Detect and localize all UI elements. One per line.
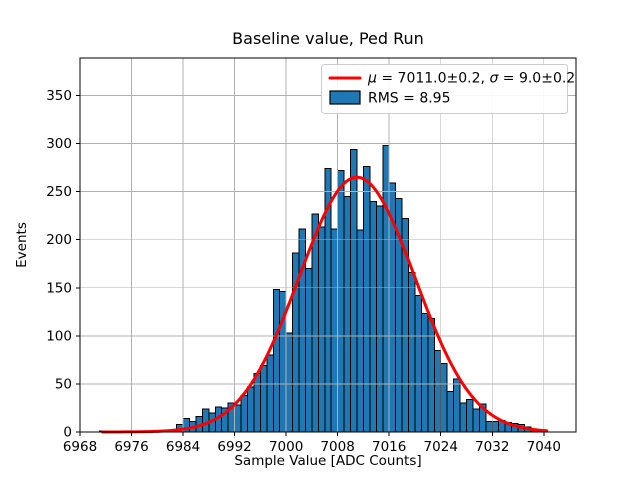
histogram-bar	[234, 404, 242, 433]
x-tick-label: 6976	[114, 439, 148, 455]
tick-labels: 6968 6976 6984 6992 7000 7008 7016 7024 7032 7040…	[46, 88, 561, 455]
legend-hist-label: RMS = 8.95	[368, 91, 451, 107]
chart-title: Baseline value, Ped Run	[232, 29, 424, 48]
histogram-bar	[453, 378, 461, 433]
x-tick-label: 6968	[63, 439, 97, 455]
legend: μ = 7011.0±0.2, σ = 9.0±0.2 RMS = 8.95	[321, 64, 575, 114]
histogram-bar	[246, 386, 255, 433]
histogram-bar	[491, 420, 500, 433]
histogram-bar	[485, 420, 493, 433]
x-tick-label: 7024	[424, 439, 458, 455]
legend-box	[321, 64, 568, 114]
x-tick-label: 6992	[217, 439, 251, 455]
y-tick-label: 200	[46, 232, 72, 248]
y-tick-label: 350	[46, 88, 72, 104]
histogram-bar	[356, 229, 364, 433]
histogram-bar	[201, 408, 210, 433]
y-tick-label: 50	[55, 376, 72, 392]
histogram-bar	[414, 294, 422, 433]
histogram-bar	[266, 354, 274, 433]
histogram-bar	[382, 144, 390, 433]
x-axis-label: Sample Value [ADC Counts]	[234, 453, 421, 469]
histogram-bar	[304, 268, 313, 433]
y-tick-label: 150	[46, 280, 72, 296]
histogram-bar	[433, 349, 442, 433]
y-tick-label: 300	[46, 136, 72, 152]
axes-frame	[76, 57, 577, 436]
histogram-bar	[285, 332, 294, 433]
histogram-bar	[472, 408, 480, 433]
histogram-bar	[343, 195, 352, 433]
histogram-bar	[459, 402, 467, 433]
y-tick-label: 100	[46, 328, 72, 344]
x-tick-label: 7000	[269, 439, 303, 455]
histogram-bar	[408, 271, 416, 433]
histogram-bar	[311, 213, 319, 433]
histogram-bar	[446, 391, 455, 433]
histogram-bar	[440, 363, 448, 433]
x-tick-label: 7008	[320, 439, 354, 455]
histogram-bar	[253, 372, 261, 433]
y-axis-label: Events	[14, 222, 30, 268]
x-tick-label: 7016	[372, 439, 406, 455]
legend-fit-label: μ = 7011.0±0.2, σ = 9.0±0.2	[367, 71, 575, 87]
x-tick-label: 6984	[166, 439, 200, 455]
plot-border	[79, 57, 577, 433]
histogram-bar	[369, 200, 377, 433]
legend-hist-swatch	[329, 90, 361, 105]
histogram-bar	[465, 398, 474, 433]
histogram-bar	[317, 226, 326, 433]
y-tick-label: 0	[63, 425, 72, 441]
histogram-bar	[240, 394, 248, 433]
gaussian-fit-curve	[101, 175, 549, 434]
histogram-bar	[337, 169, 345, 433]
gridlines	[80, 58, 576, 432]
x-tick-label: 7040	[527, 439, 561, 455]
histogram-bar	[330, 228, 339, 433]
histogram-bar	[272, 289, 281, 433]
y-tick-label: 250	[46, 184, 72, 200]
histogram-bar	[259, 365, 268, 433]
x-tick-label: 7032	[475, 439, 509, 455]
histogram-bar	[420, 313, 429, 433]
histogram-bar	[362, 166, 371, 433]
